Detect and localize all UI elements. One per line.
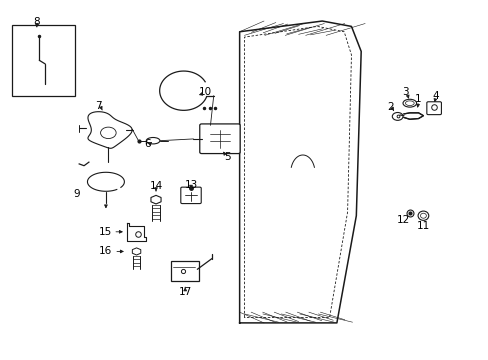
Text: 9: 9 <box>73 189 80 199</box>
Text: 2: 2 <box>386 102 393 112</box>
Text: 11: 11 <box>416 221 429 231</box>
Text: 16: 16 <box>99 247 112 256</box>
Text: 10: 10 <box>199 87 212 98</box>
Ellipse shape <box>402 99 416 107</box>
Bar <box>12 24 75 96</box>
Ellipse shape <box>417 211 428 220</box>
Text: 15: 15 <box>99 227 112 237</box>
Ellipse shape <box>405 101 413 105</box>
FancyBboxPatch shape <box>200 124 240 154</box>
Text: 7: 7 <box>95 101 102 111</box>
Text: 14: 14 <box>149 181 163 191</box>
Ellipse shape <box>391 112 402 120</box>
Text: 4: 4 <box>431 91 438 101</box>
Text: 8: 8 <box>34 17 40 27</box>
Ellipse shape <box>420 213 426 218</box>
Text: 3: 3 <box>402 87 408 98</box>
Text: 5: 5 <box>224 152 230 162</box>
Text: 1: 1 <box>414 94 421 104</box>
Circle shape <box>101 127 116 139</box>
Text: 17: 17 <box>178 287 191 297</box>
Text: 13: 13 <box>184 180 197 190</box>
FancyBboxPatch shape <box>426 102 441 114</box>
Polygon shape <box>403 113 423 119</box>
Ellipse shape <box>146 138 160 144</box>
Text: 12: 12 <box>396 215 409 225</box>
FancyBboxPatch shape <box>181 187 201 203</box>
Text: 6: 6 <box>143 139 150 149</box>
Bar <box>170 261 199 281</box>
